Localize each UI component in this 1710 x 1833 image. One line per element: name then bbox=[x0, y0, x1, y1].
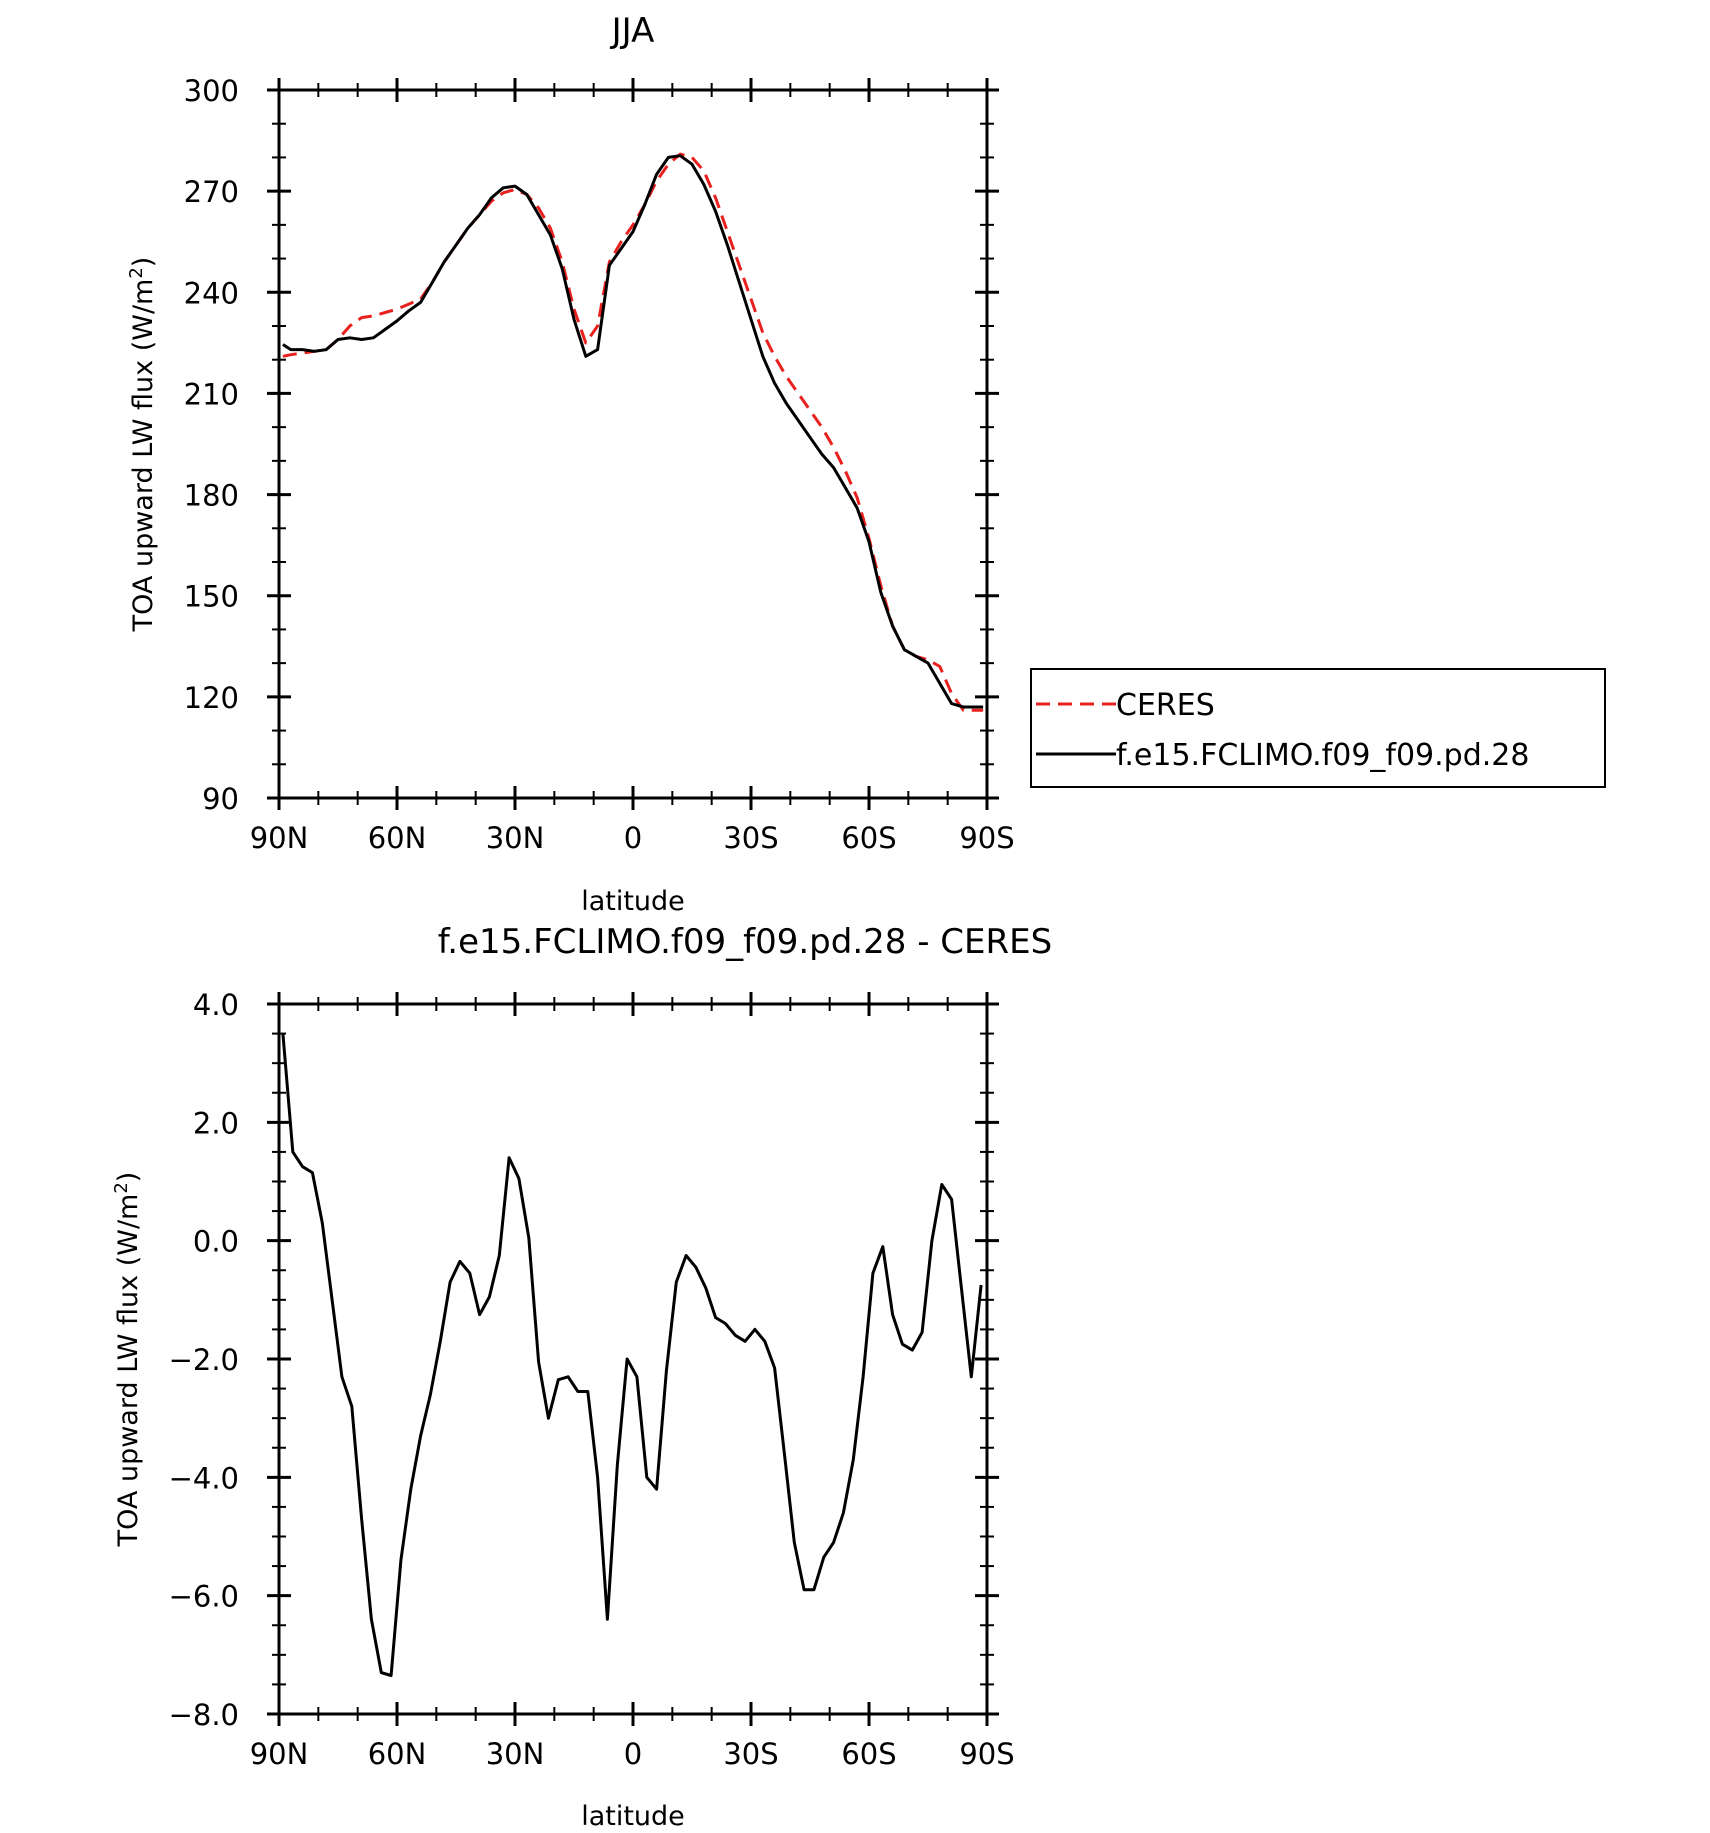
y-tick-label: −4.0 bbox=[169, 1461, 239, 1495]
y-tick-label: 270 bbox=[184, 175, 239, 209]
legend-label-model: f.e15.FCLIMO.f09_f09.pd.28 bbox=[1116, 738, 1529, 773]
bottom-y-axis-label-main: TOA upward LW flux (W/m bbox=[113, 1194, 144, 1548]
x-tick-label: 30N bbox=[486, 1737, 545, 1771]
y-tick-label: 180 bbox=[184, 479, 239, 513]
y-tick-label: −6.0 bbox=[169, 1580, 239, 1614]
y-tick-label: 90 bbox=[202, 782, 239, 816]
y-tick-label: 2.0 bbox=[193, 1106, 239, 1140]
top-panel: JJA 90N 60N 30N 0 30S 60S 90S 90 120 150 180 210 24… bbox=[126, 11, 1015, 917]
x-tick-label: 90S bbox=[959, 1737, 1014, 1771]
y-tick-label: −8.0 bbox=[169, 1698, 239, 1732]
x-tick-label: 30N bbox=[486, 821, 545, 855]
legend: CERES f.e15.FCLIMO.f09_f09.pd.28 bbox=[1030, 668, 1606, 788]
top-y-axis-label-sup: 2 bbox=[126, 267, 147, 278]
y-tick-label: 120 bbox=[184, 681, 239, 715]
y-tick-label: −2.0 bbox=[169, 1343, 239, 1377]
bottom-y-axis-label-sup: 2 bbox=[111, 1182, 132, 1193]
top-x-axis-label: latitude bbox=[581, 886, 685, 917]
legend-box bbox=[1030, 668, 1606, 788]
ceres-series-line bbox=[282, 152, 984, 712]
x-tick-label: 0 bbox=[624, 821, 642, 855]
x-tick-label: 90N bbox=[250, 1737, 309, 1771]
bottom-x-tick-labels: 90N 60N 30N 0 30S 60S 90S bbox=[250, 1737, 1015, 1771]
y-tick-label: 0.0 bbox=[193, 1225, 239, 1259]
bottom-y-axis-label-close: ) bbox=[113, 1172, 144, 1183]
top-ticks bbox=[267, 78, 999, 810]
y-tick-label: 240 bbox=[184, 276, 239, 310]
top-plot-frame bbox=[277, 88, 989, 800]
x-tick-label: 90N bbox=[250, 821, 309, 855]
x-tick-label: 90S bbox=[959, 821, 1014, 855]
bottom-y-tick-labels: −8.0 −6.0 −4.0 −2.0 0.0 2.0 4.0 bbox=[169, 988, 239, 1732]
top-x-tick-labels: 90N 60N 30N 0 30S 60S 90S bbox=[250, 821, 1015, 855]
top-y-tick-labels: 90 120 150 180 210 240 270 300 bbox=[184, 74, 239, 816]
x-tick-label: 30S bbox=[723, 821, 778, 855]
legend-label-ceres: CERES bbox=[1116, 688, 1215, 723]
x-tick-label: 30S bbox=[723, 1737, 778, 1771]
x-tick-label: 60N bbox=[368, 1737, 427, 1771]
bottom-chart-title: f.e15.FCLIMO.f09_f09.pd.28 - CERES bbox=[438, 922, 1052, 962]
bottom-ticks bbox=[267, 992, 999, 1726]
top-y-axis-label-close: ) bbox=[128, 257, 159, 268]
x-tick-label: 60N bbox=[368, 821, 427, 855]
x-tick-label: 60S bbox=[841, 821, 896, 855]
top-chart-title: JJA bbox=[610, 11, 655, 51]
y-tick-label: 300 bbox=[184, 74, 239, 108]
bottom-plot-frame bbox=[277, 1002, 989, 1716]
bottom-panel: f.e15.FCLIMO.f09_f09.pd.28 - CERES 90N 60… bbox=[111, 922, 1053, 1832]
y-tick-label: 150 bbox=[184, 580, 239, 614]
y-tick-label: 4.0 bbox=[193, 988, 239, 1022]
y-tick-label: 210 bbox=[184, 377, 239, 411]
x-tick-label: 60S bbox=[841, 1737, 896, 1771]
bottom-y-axis-label: TOA upward LW flux (W/m2) bbox=[111, 1172, 145, 1548]
top-series-lines bbox=[282, 152, 984, 712]
bottom-series-lines bbox=[281, 1033, 983, 1677]
bottom-x-axis-label: latitude bbox=[581, 1801, 685, 1832]
top-y-axis-label: TOA upward LW flux (W/m2) bbox=[126, 257, 160, 633]
x-tick-label: 0 bbox=[624, 1737, 642, 1771]
model-series-line bbox=[282, 154, 984, 709]
top-y-axis-label-main: TOA upward LW flux (W/m bbox=[128, 279, 159, 633]
difference-series-line bbox=[281, 1033, 983, 1677]
